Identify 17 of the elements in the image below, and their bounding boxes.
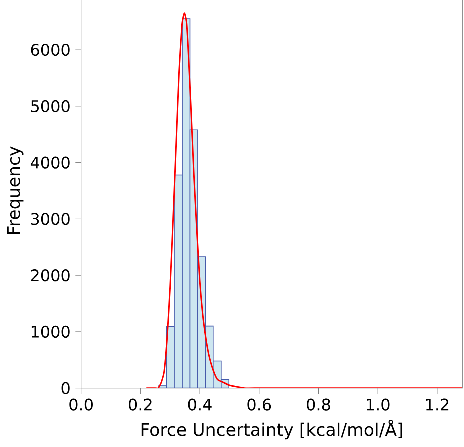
y-tick-label: 5000 (31, 100, 70, 112)
x-tick-label: 0.4 (188, 398, 212, 411)
x-tick-label: 0.2 (129, 398, 152, 411)
x-tick-label: 0.8 (307, 398, 330, 411)
y-axis-title: Frequency (7, 146, 24, 234)
x-tick-label: 1.0 (367, 398, 390, 411)
x-tick-label: 0.0 (70, 398, 93, 411)
x-tick-label: 0.6 (248, 398, 272, 411)
y-tick-label: 6000 (31, 44, 70, 56)
y-tick-label: 3000 (31, 213, 70, 226)
y-tick-label: 0 (62, 382, 70, 394)
x-tick-label: 1.2 (426, 398, 449, 411)
x-axis-title: Force Uncertainty [kcal/mol/Å] (142, 420, 402, 440)
y-tick-label: 1000 (32, 326, 70, 338)
y-tick-label: 4000 (30, 156, 70, 169)
y-tick-label: 2000 (31, 270, 70, 282)
line-series (146, 12, 463, 388)
